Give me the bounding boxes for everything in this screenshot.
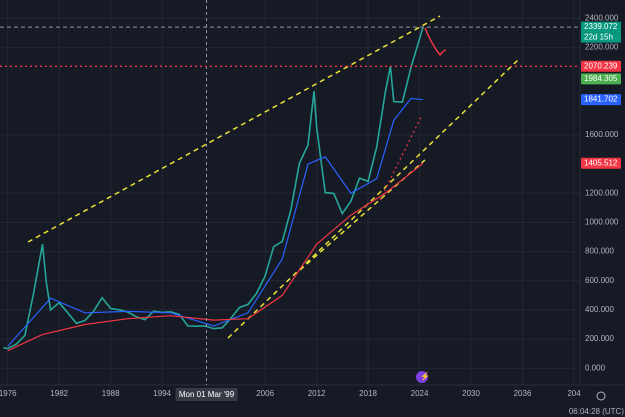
price-line — [7, 97, 424, 347]
x-tick-label: 1982 — [50, 389, 68, 398]
price-label-box — [581, 60, 621, 72]
price-label: 1984.305 — [584, 74, 618, 83]
event-icon[interactable] — [416, 371, 428, 383]
event-icon: ⚡ — [420, 371, 430, 381]
y-tick-label: 800.000 — [585, 247, 614, 256]
y-tick-label: 400.000 — [585, 305, 614, 314]
trend-line — [27, 15, 441, 243]
price-label-box — [581, 94, 621, 106]
y-tick-label: 0.000 — [585, 363, 606, 372]
price-label: 1841.702 — [584, 95, 618, 104]
price-label-box — [581, 73, 621, 85]
price-label-box — [581, 157, 621, 169]
price-label: 1405.512 — [584, 158, 618, 167]
price-line — [3, 26, 424, 350]
x-tick-label: 2024 — [411, 389, 429, 398]
y-tick-label: 200.000 — [585, 334, 614, 343]
price-label-box — [581, 21, 621, 33]
settings-icon[interactable] — [596, 391, 606, 401]
x-tick-label: 2018 — [359, 389, 377, 398]
y-tick-label: 1600.000 — [585, 130, 619, 139]
timer-label: 22d 15h — [584, 33, 613, 42]
clock: 06:04:28 (UTC) — [569, 407, 624, 416]
x-tick-label: 1976 — [0, 389, 17, 398]
price-line — [7, 162, 424, 352]
y-tick-label: 600.000 — [585, 276, 614, 285]
x-tick-label: 2036 — [514, 389, 532, 398]
price-label: 2070.239 — [584, 61, 618, 70]
y-tick-label: 2200.000 — [585, 42, 619, 51]
crosshair-label-box — [175, 388, 238, 401]
x-tick-label: 2006 — [256, 389, 274, 398]
trend-line — [379, 114, 423, 201]
y-tick-label: 1000.000 — [585, 218, 619, 227]
price-label: 2339.072 — [584, 22, 618, 31]
x-tick-label: 2030 — [462, 389, 480, 398]
timer-box — [581, 32, 621, 43]
y-tick-label: 1200.000 — [585, 188, 619, 197]
trend-line — [227, 59, 519, 339]
crosshair-label: Mon 01 Mar '99 — [179, 390, 235, 399]
x-tick-label: 204 — [567, 389, 581, 398]
x-tick-label: 1988 — [102, 389, 120, 398]
y-tick-label: 2400.000 — [585, 13, 619, 22]
arrow — [424, 27, 447, 57]
x-tick-label: 1994 — [153, 389, 171, 398]
x-tick-label: 2012 — [308, 389, 326, 398]
